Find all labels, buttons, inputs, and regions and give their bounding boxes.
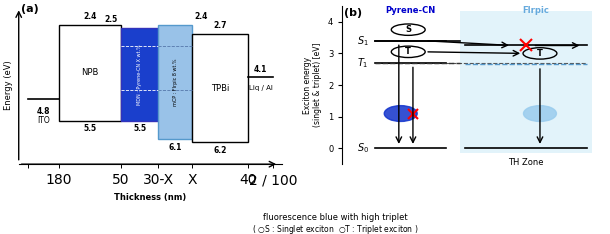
Text: 5.5: 5.5 [84,124,96,133]
Text: $S_1$: $S_1$ [357,34,368,48]
Text: T: T [405,47,411,56]
Text: ( $\bigcirc$S : Singlet exciton  $\bigcirc$T : Triplet exciton ): ( $\bigcirc$S : Singlet exciton $\bigcir… [253,223,418,234]
X-axis label: Thickness (nm): Thickness (nm) [114,193,187,202]
Text: FIrpic: FIrpic [522,6,549,15]
Bar [460,11,592,153]
Text: S: S [405,25,411,34]
Text: 4.1: 4.1 [254,65,267,73]
Text: $T_1$: $T_1$ [357,56,368,70]
Text: Pyrene-CN: Pyrene-CN [385,6,436,15]
Bar [121,28,158,121]
Text: 5.5: 5.5 [133,124,146,133]
Text: 2.4: 2.4 [194,12,207,21]
Text: NPB: NPB [81,68,99,77]
Text: $S_0$: $S_0$ [357,141,368,155]
Text: Liq / Al: Liq / Al [248,85,273,91]
Text: 6.1: 6.1 [168,143,182,152]
Text: MDN : Pyrene-CN X wt.%: MDN : Pyrene-CN X wt.% [137,44,142,105]
Text: (b): (b) [344,7,362,18]
Text: 2.5: 2.5 [105,15,118,24]
Bar [192,34,248,143]
Bar [59,25,121,121]
Y-axis label: Energy (eV): Energy (eV) [4,60,13,110]
Text: mCP : FIrpic 8 wt.%: mCP : FIrpic 8 wt.% [173,58,178,106]
Text: ITO: ITO [37,116,50,125]
Text: TPBi: TPBi [211,84,229,93]
Text: (a): (a) [21,4,38,14]
Ellipse shape [523,106,556,121]
Text: TH Zone: TH Zone [508,158,544,168]
Text: 4.8: 4.8 [37,107,50,116]
Text: T: T [537,49,543,58]
Bar [158,25,192,139]
Ellipse shape [384,106,417,121]
Text: 2.7: 2.7 [214,21,227,30]
Text: fluorescence blue with high triplet: fluorescence blue with high triplet [263,213,408,222]
Y-axis label: Exciton energy
(singlet & triplet) [eV]: Exciton energy (singlet & triplet) [eV] [303,43,323,127]
Text: 2.4: 2.4 [84,12,97,21]
Text: 6.2: 6.2 [214,146,227,155]
